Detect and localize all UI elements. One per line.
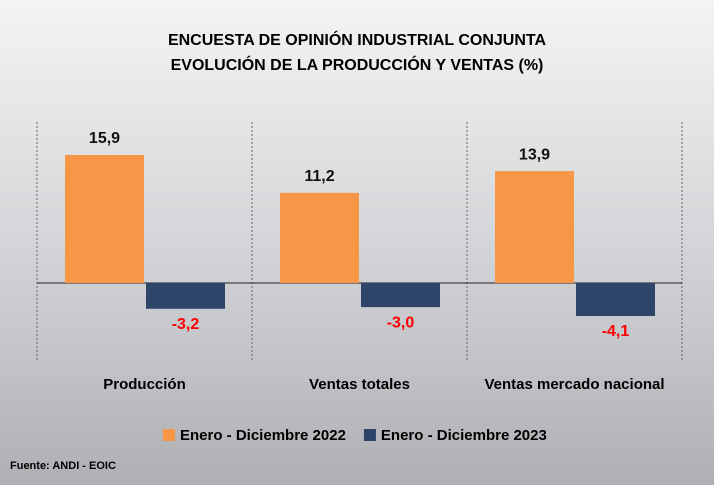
bar	[65, 155, 144, 283]
legend-label: Enero - Diciembre 2022	[180, 427, 346, 444]
value-label: 13,9	[519, 146, 550, 163]
x-tick-label: Ventas totales	[309, 376, 410, 393]
value-label: -3,2	[172, 316, 200, 333]
bar	[576, 283, 655, 316]
bar	[146, 283, 225, 309]
chart: ENCUESTA DE OPINIÓN INDUSTRIAL CONJUNTA …	[0, 0, 714, 485]
value-label: -4,1	[602, 323, 630, 340]
chart-subtitle: EVOLUCIÓN DE LA PRODUCCIÓN Y VENTAS (%)	[171, 55, 544, 74]
legend-swatch	[163, 429, 175, 441]
x-tick-label: Producción	[103, 376, 186, 393]
bar	[280, 193, 359, 283]
chart-title: ENCUESTA DE OPINIÓN INDUSTRIAL CONJUNTA	[168, 30, 547, 49]
value-label: -3,0	[387, 314, 415, 331]
bar	[361, 283, 440, 307]
legend-swatch	[364, 429, 376, 441]
value-label: 15,9	[89, 130, 120, 147]
source: Fuente: ANDI - EOIC	[10, 460, 116, 472]
x-tick-label: Ventas mercado nacional	[484, 376, 664, 393]
bar	[495, 171, 574, 283]
legend-label: Enero - Diciembre 2023	[381, 427, 547, 444]
value-label: 11,2	[304, 168, 334, 185]
